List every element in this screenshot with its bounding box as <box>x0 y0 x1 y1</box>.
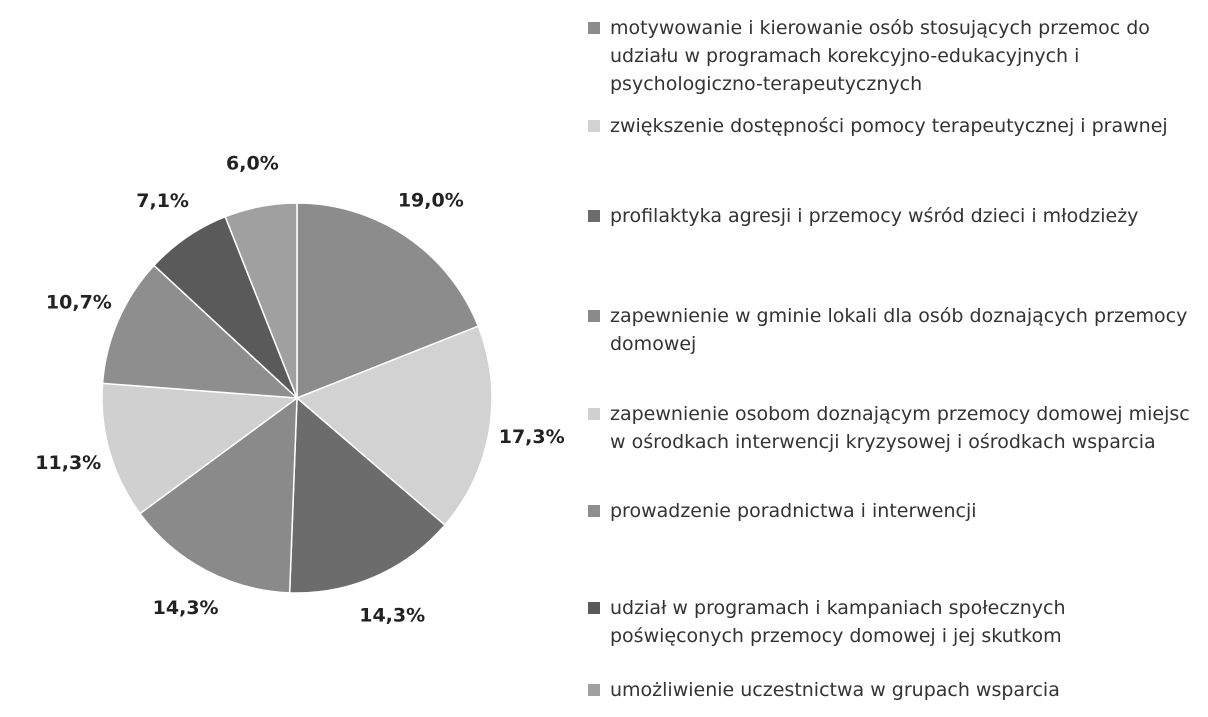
legend-item: umożliwienie uczestnictwa w grupach wspa… <box>588 676 1198 704</box>
legend-item: udział w programach i kampaniach społecz… <box>588 594 1198 650</box>
legend-label: zwiększenie dostępności pomocy terapeuty… <box>610 115 1168 137</box>
data-label: 14,3% <box>153 597 219 619</box>
legend-label: motywowanie i kierowanie osób stosującyc… <box>610 17 1150 95</box>
pie-slice <box>288 396 446 594</box>
legend-swatch <box>588 408 600 420</box>
legend-swatch <box>588 210 600 222</box>
data-label: 14,3% <box>359 605 425 627</box>
legend-item: prowadzenie poradnictwa i interwencji <box>588 497 1198 525</box>
legend-item: zwiększenie dostępności pomocy terapeuty… <box>588 112 1198 140</box>
pie-slice <box>138 396 298 594</box>
legend-swatch <box>588 310 600 322</box>
legend-swatch <box>588 120 600 132</box>
data-label: 11,3% <box>35 452 101 474</box>
pie-slice <box>101 264 300 399</box>
pie-slice <box>224 202 298 399</box>
data-label: 10,7% <box>46 291 112 313</box>
legend-label: profilaktyka agresji i przemocy wśród dz… <box>610 205 1139 227</box>
legend-label: zapewnienie w gminie lokali dla osób doz… <box>610 305 1188 355</box>
data-label: 6,0% <box>226 153 279 175</box>
legend-item: motywowanie i kierowanie osób stosującyc… <box>588 14 1198 98</box>
pie-slice <box>101 382 300 515</box>
legend-label: zapewnienie osobom doznającym przemocy d… <box>610 403 1190 453</box>
legend-item: profilaktyka agresji i przemocy wśród dz… <box>588 202 1198 230</box>
legend-label: udział w programach i kampaniach społecz… <box>610 597 1066 647</box>
data-label: 19,0% <box>398 190 464 212</box>
legend-label: umożliwienie uczestnictwa w grupach wspa… <box>610 679 1060 701</box>
data-label: 7,1% <box>136 190 189 212</box>
legend-item: zapewnienie osobom doznającym przemocy d… <box>588 400 1198 456</box>
legend-swatch <box>588 684 600 696</box>
legend-swatch <box>588 22 600 34</box>
legend-label: prowadzenie poradnictwa i interwencji <box>610 500 977 522</box>
legend-swatch <box>588 505 600 517</box>
pie-slice <box>296 202 480 400</box>
legend-item: zapewnienie w gminie lokali dla osób doz… <box>588 302 1198 358</box>
data-label: 17,3% <box>499 426 565 448</box>
legend-swatch <box>588 602 600 614</box>
pie-slice <box>295 325 493 527</box>
